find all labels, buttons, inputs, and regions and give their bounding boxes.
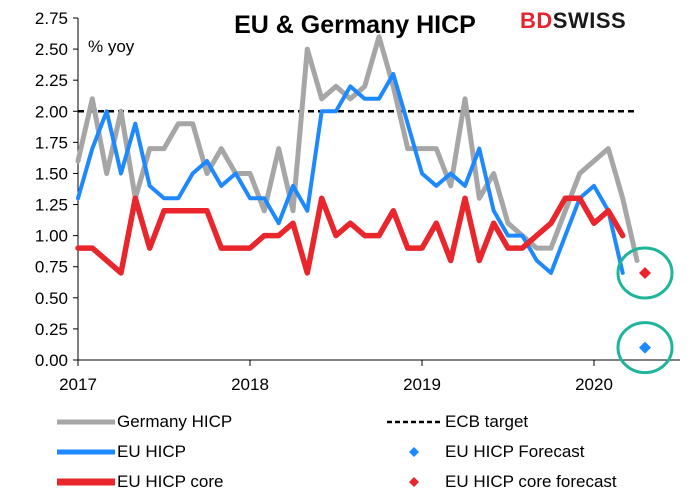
legend-item-germany-hicp: Germany HICP [55,410,232,434]
legend-swatch-germany [57,419,115,425]
y-tick-label: 1.50 [35,164,68,183]
x-tick-label: 2018 [231,375,269,394]
hicp-chart: EU & Germany HICP % yoy 0.00 0.25 0.50 0.75… [35,9,680,394]
legend-swatch-target [387,420,441,424]
legend-item-eu-hicp-core: EU HICP core [55,470,223,494]
legend-swatch-core-forecast [409,477,419,487]
y-tick-label: 0.50 [35,289,68,308]
x-tick-label: 2017 [59,375,97,394]
eu-hicp-forecast-marker [639,341,651,354]
legend-label-eu-hicp: EU HICP [117,442,186,461]
y-axis-label: % yoy [88,37,135,56]
eu-hicp-core-line [75,195,626,276]
y-tick-label: 0.25 [35,320,68,339]
legend-item-eu-hicp-forecast: EU HICP Forecast [385,440,585,464]
legend-swatch-core [57,478,115,486]
legend-item-ecb-target: ECB target [385,410,528,434]
legend-item-eu-hicp-core-forecast: EU HICP core forecast [385,470,617,494]
forecast-layer [616,246,674,375]
chart-legend: Germany HICP EU HICP EU HICP core ECB ta… [55,410,675,495]
series-layer [75,34,640,276]
y-tick-label: 1.25 [35,196,68,215]
axes: 0.00 0.25 0.50 0.75 1.00 1.25 1.50 1.75 2.00 2.25… [35,9,680,394]
legend-label-eu-hicp-core-forecast: EU HICP core forecast [445,472,617,491]
y-tick-label: 2.50 [35,40,68,59]
y-tick-label: 1.00 [35,227,68,246]
y-tick-label: 2.00 [35,102,68,121]
y-tick-label: 0.00 [35,351,68,370]
legend-label-ecb-target: ECB target [445,412,529,431]
legend-label-eu-hicp-forecast: EU HICP Forecast [445,442,585,461]
chart-title: EU & Germany HICP [234,11,476,39]
y-tick-label: 2.25 [35,71,68,90]
x-tick-label: 2020 [575,375,613,394]
x-tick-label: 2019 [403,375,441,394]
legend-swatch-eu-forecast [409,447,419,457]
logo-part-bd: BD [520,8,553,33]
eu-hicp-core-forecast-marker [639,266,651,279]
legend-label-eu-hicp-core: EU HICP core [117,472,224,491]
logo-part-swiss: SWISS [552,8,627,33]
y-tick-label: 1.75 [35,133,68,152]
legend-swatch-eu [57,449,115,455]
y-tick-label: 0.75 [35,258,68,277]
y-tick-label: 2.75 [35,9,68,28]
bdswiss-logo: BDSWISS [520,8,626,34]
eu-hicp-line [76,72,625,275]
legend-item-eu-hicp: EU HICP [55,440,186,464]
forecast-highlight-circle [616,321,674,375]
legend-label-germany-hicp: Germany HICP [117,412,233,431]
forecast-highlight-circle [616,246,674,300]
